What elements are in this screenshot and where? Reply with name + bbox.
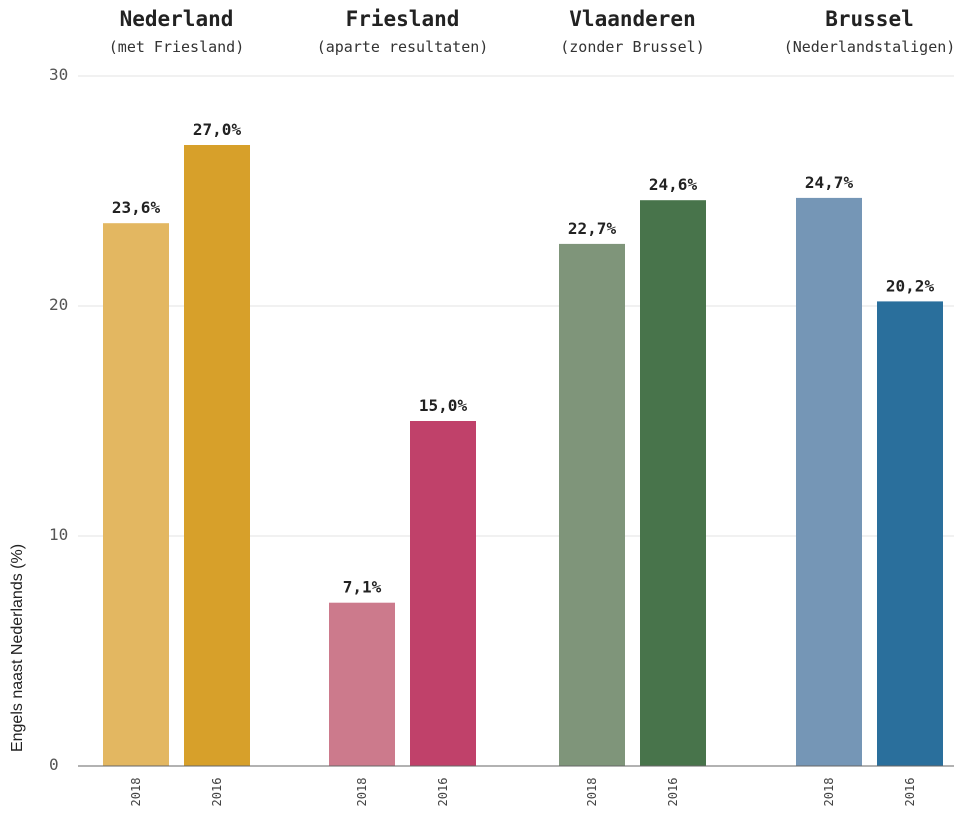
- x-tick-label: 2018: [822, 778, 836, 807]
- group-title: Friesland: [346, 7, 460, 31]
- group-title: Nederland: [120, 7, 234, 31]
- y-tick-label: 10: [49, 525, 68, 544]
- y-tick-label: 0: [49, 755, 59, 774]
- data-label: 22,7%: [568, 219, 617, 238]
- bar-nederland-2016: [184, 145, 250, 766]
- x-axis-ticks: 2018 2016 2018 2016 2018 2016 2018 2016: [129, 778, 917, 807]
- bar-brussel-2018: [796, 197, 862, 766]
- group-subtitle: (aparte resultaten): [317, 38, 489, 56]
- x-tick-label: 2016: [436, 778, 450, 807]
- data-label: 7,1%: [343, 578, 382, 597]
- y-axis-label: Engels naast Nederlands (%): [9, 544, 26, 752]
- data-label: 15,0%: [419, 396, 468, 415]
- x-tick-label: 2018: [355, 778, 369, 807]
- data-label: 20,2%: [886, 276, 935, 295]
- bar-nederland-2018: [103, 223, 169, 766]
- bar-vlaanderen-2018: [559, 243, 625, 766]
- x-tick-label: 2018: [585, 778, 599, 807]
- bar-friesland-2016: [410, 421, 476, 766]
- bars: 23,6% 27,0% 7,1% 15,0% 22,7% 24,6% 24,7% 20,2%: [103, 120, 943, 766]
- data-label: 23,6%: [112, 198, 161, 217]
- data-label: 27,0%: [193, 120, 242, 139]
- group-title: Vlaanderen: [569, 7, 695, 31]
- group-subtitle: (met Friesland): [109, 38, 244, 56]
- group-titles: Nederland (met Friesland) Friesland (aparte…: [109, 7, 954, 56]
- y-tick-label: 30: [49, 65, 68, 84]
- x-tick-label: 2016: [210, 778, 224, 807]
- group-subtitle: (Nederlandstaligen): [784, 38, 954, 56]
- group-title: Brussel: [825, 7, 914, 31]
- x-tick-label: 2016: [666, 778, 680, 807]
- group-subtitle: (zonder Brussel): [560, 38, 705, 56]
- bar-vlaanderen-2016: [640, 200, 706, 766]
- data-label: 24,7%: [805, 173, 854, 192]
- bar-friesland-2018: [329, 602, 395, 766]
- x-tick-label: 2018: [129, 778, 143, 807]
- y-tick-label: 20: [49, 295, 68, 314]
- data-label: 24,6%: [649, 175, 698, 194]
- x-tick-label: 2016: [903, 778, 917, 807]
- y-axis-ticks: 0 10 20 30: [49, 65, 68, 774]
- bar-brussel-2016: [877, 301, 943, 766]
